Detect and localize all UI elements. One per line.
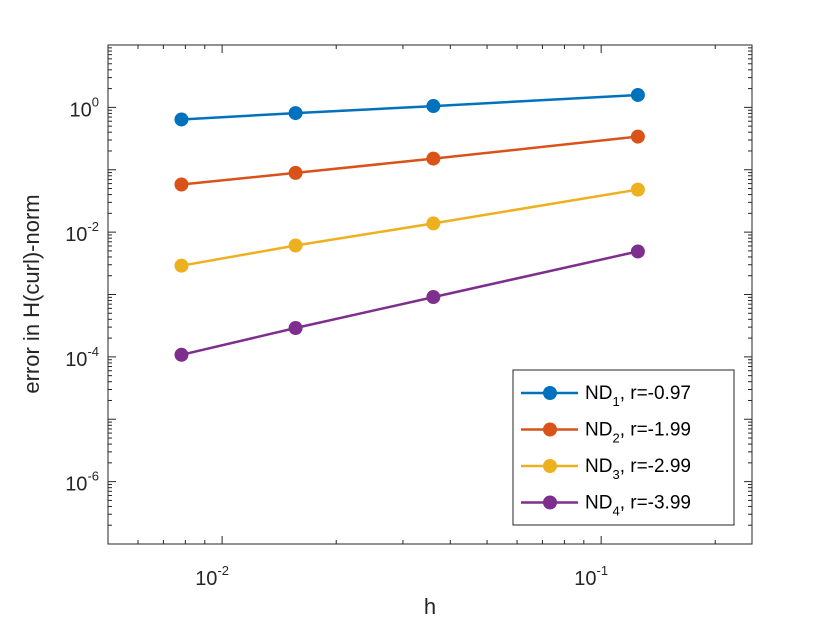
data-point bbox=[174, 347, 189, 362]
data-point bbox=[426, 99, 441, 114]
series-layer bbox=[174, 87, 645, 362]
legend: ND1, r=-0.97 ND2, r=-1.99 ND3, r=-2.99 ND4,… bbox=[512, 369, 735, 526]
legend-entry: ND2, r=-1.99 bbox=[521, 420, 691, 446]
x-axis-label: h bbox=[424, 594, 436, 619]
legend-entry: ND1, r=-0.97 bbox=[521, 383, 691, 409]
legend-label: ND1, r=-0.97 bbox=[585, 383, 691, 409]
data-point bbox=[174, 112, 189, 127]
legend-label: ND2, r=-1.99 bbox=[585, 420, 691, 446]
legend-marker bbox=[543, 422, 557, 437]
legend-label: ND4, r=-3.99 bbox=[585, 493, 691, 519]
series-line bbox=[181, 135, 639, 186]
axis-ticks bbox=[107, 45, 752, 545]
legend-marker bbox=[543, 495, 557, 510]
legend-label: ND3, r=-2.99 bbox=[585, 456, 691, 482]
data-point bbox=[426, 216, 441, 231]
data-point bbox=[630, 87, 645, 102]
series-line bbox=[181, 188, 639, 267]
data-point bbox=[174, 258, 189, 273]
series-nd2 bbox=[174, 129, 645, 192]
data-point bbox=[630, 182, 645, 197]
data-point bbox=[426, 151, 441, 166]
data-point bbox=[630, 129, 645, 144]
legend-entry: ND4, r=-3.99 bbox=[521, 493, 691, 519]
data-point bbox=[288, 165, 303, 180]
data-point bbox=[288, 238, 303, 253]
legend-marker bbox=[543, 386, 557, 400]
data-point bbox=[174, 177, 189, 192]
series-line bbox=[181, 250, 639, 357]
series-nd3 bbox=[174, 182, 645, 273]
series-nd1 bbox=[174, 87, 645, 127]
data-point bbox=[288, 321, 303, 336]
axes-box bbox=[107, 44, 753, 545]
data-point bbox=[630, 244, 645, 259]
series-line bbox=[181, 93, 638, 121]
data-point bbox=[426, 290, 441, 305]
series-nd4 bbox=[174, 244, 645, 362]
legend-entry: ND3, r=-2.99 bbox=[521, 456, 691, 482]
legend-marker bbox=[543, 459, 557, 473]
data-point bbox=[288, 106, 303, 121]
y-axis-label: error in H(curl)-norm bbox=[19, 194, 44, 393]
